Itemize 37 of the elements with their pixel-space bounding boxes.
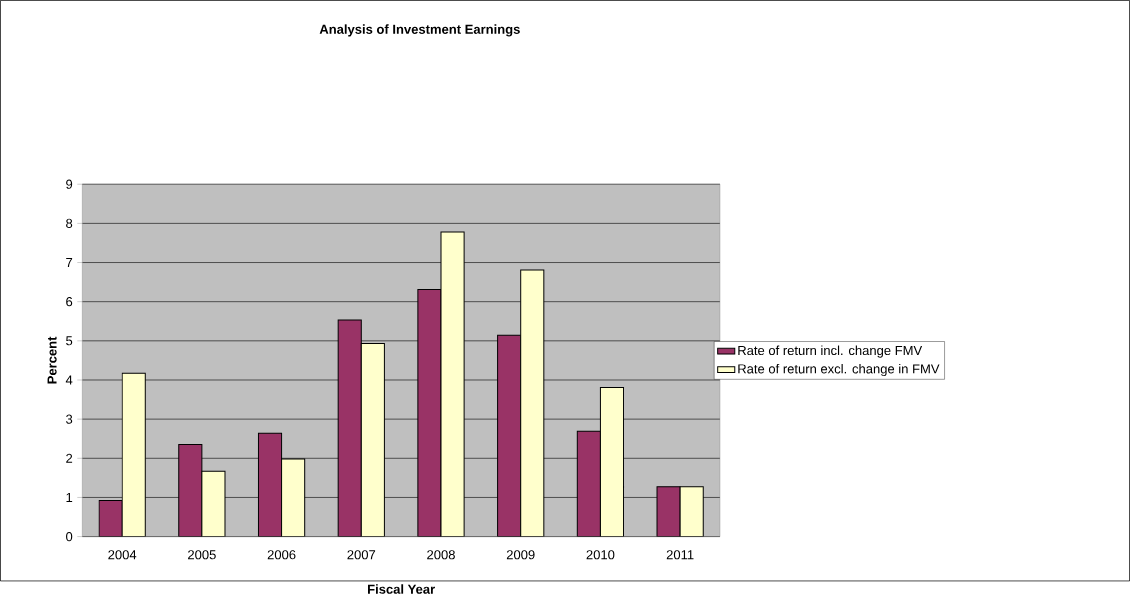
legend-label: Rate of return excl. change in FMV: [738, 363, 940, 376]
y-tick-label: 2: [66, 453, 73, 463]
x-tick-label: 2007: [347, 550, 376, 560]
bar: [497, 335, 521, 537]
x-tick-label: 2010: [586, 550, 615, 560]
bar: [417, 288, 442, 537]
x-tick-label: 2008: [427, 550, 455, 560]
bar: [178, 444, 203, 537]
legend-label: Rate of return incl. change FMV: [738, 345, 923, 358]
y-axis-title: Percent: [47, 336, 57, 384]
x-tick-label: 2011: [666, 550, 694, 560]
x-tick-label: 2005: [188, 550, 216, 560]
bar: [121, 372, 146, 537]
bar: [520, 269, 544, 537]
bar: [576, 430, 601, 537]
bar: [337, 319, 362, 537]
y-tick-label: 1: [66, 492, 73, 502]
y-tick-label: 8: [66, 218, 73, 228]
bar: [281, 458, 306, 537]
y-tick-label: 4: [65, 375, 73, 385]
bar: [257, 432, 283, 537]
y-tick-label: 5: [66, 336, 73, 346]
y-tick-label: 9: [66, 179, 73, 189]
bar: [360, 343, 385, 537]
x-tick-label: 2006: [267, 550, 296, 560]
x-axis-title: Fiscal Year: [368, 584, 435, 594]
y-tick-label: 3: [66, 414, 73, 424]
bar: [440, 231, 465, 537]
x-tick-label: 2009: [506, 550, 535, 560]
x-tick-label: 2004: [108, 550, 137, 560]
chart-title: Analysis of Investment Earnings: [319, 24, 520, 37]
bar: [599, 386, 625, 537]
y-tick-label: 6: [66, 297, 73, 307]
bar: [98, 500, 123, 537]
bar: [679, 486, 704, 537]
y-tick-label: 7: [66, 258, 73, 267]
y-tick-label: 0: [66, 531, 73, 542]
